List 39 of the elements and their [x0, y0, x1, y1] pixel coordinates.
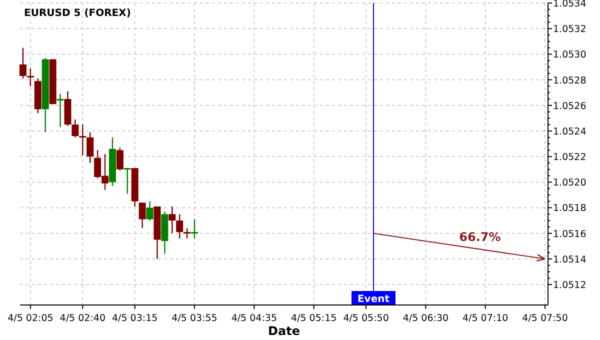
- x-tick-label: 4/5 02:40: [60, 313, 106, 324]
- candlestick: [184, 228, 191, 240]
- x-tick-label: 4/5 03:55: [172, 313, 218, 324]
- candlestick: [26, 68, 34, 87]
- y-tick-label: 1.0514: [553, 254, 586, 266]
- candlestick: [191, 218, 198, 240]
- x-tick-label: 4/5 05:50: [343, 313, 389, 324]
- y-tick-label: 1.0532: [553, 24, 586, 36]
- candlestick: [72, 118, 79, 138]
- y-tick-label: 1.0520: [553, 178, 586, 189]
- y-tick-label: 1.0522: [553, 152, 586, 164]
- candlestick: [86, 132, 94, 164]
- candlestick: [146, 200, 154, 222]
- y-tick-label: 1.0526: [553, 100, 586, 112]
- x-tick-label: 4/5 02:05: [8, 313, 54, 324]
- x-tick-label: 4/5 07:10: [462, 313, 508, 324]
- y-tick-label: 1.0528: [553, 75, 586, 86]
- y-tick-label: 1.0530: [553, 50, 586, 61]
- candlestick: [138, 202, 146, 229]
- x-tick-label: 4/5 05:15: [290, 313, 337, 324]
- candlestick: [176, 214, 184, 240]
- text: EURUSD 5 (FOREX): [24, 8, 131, 19]
- ref-line-label: Event: [357, 294, 390, 305]
- y-tick-label: 1.0518: [553, 203, 586, 214]
- candlestick: [19, 47, 26, 80]
- candlestick: [79, 124, 86, 156]
- candlestick: [124, 167, 131, 194]
- annotation: 66.7%: [459, 230, 501, 244]
- y-tick-label: 1.0524: [553, 126, 586, 138]
- x-tick-label: 4/5 06:30: [402, 313, 449, 324]
- candlestick: [168, 206, 176, 234]
- x-tick-label: 4/5 04:35: [231, 313, 278, 324]
- candlestick: [56, 93, 64, 128]
- x-tick-label: 4/5 07:50: [522, 313, 568, 324]
- candlestick: [116, 147, 124, 172]
- y-tick-label: 1.0516: [553, 228, 586, 240]
- x-tick-label: 4/5 03:15: [112, 313, 158, 324]
- x-axis-title: Date: [268, 324, 300, 338]
- y-tick-label: 1.0512: [553, 280, 586, 292]
